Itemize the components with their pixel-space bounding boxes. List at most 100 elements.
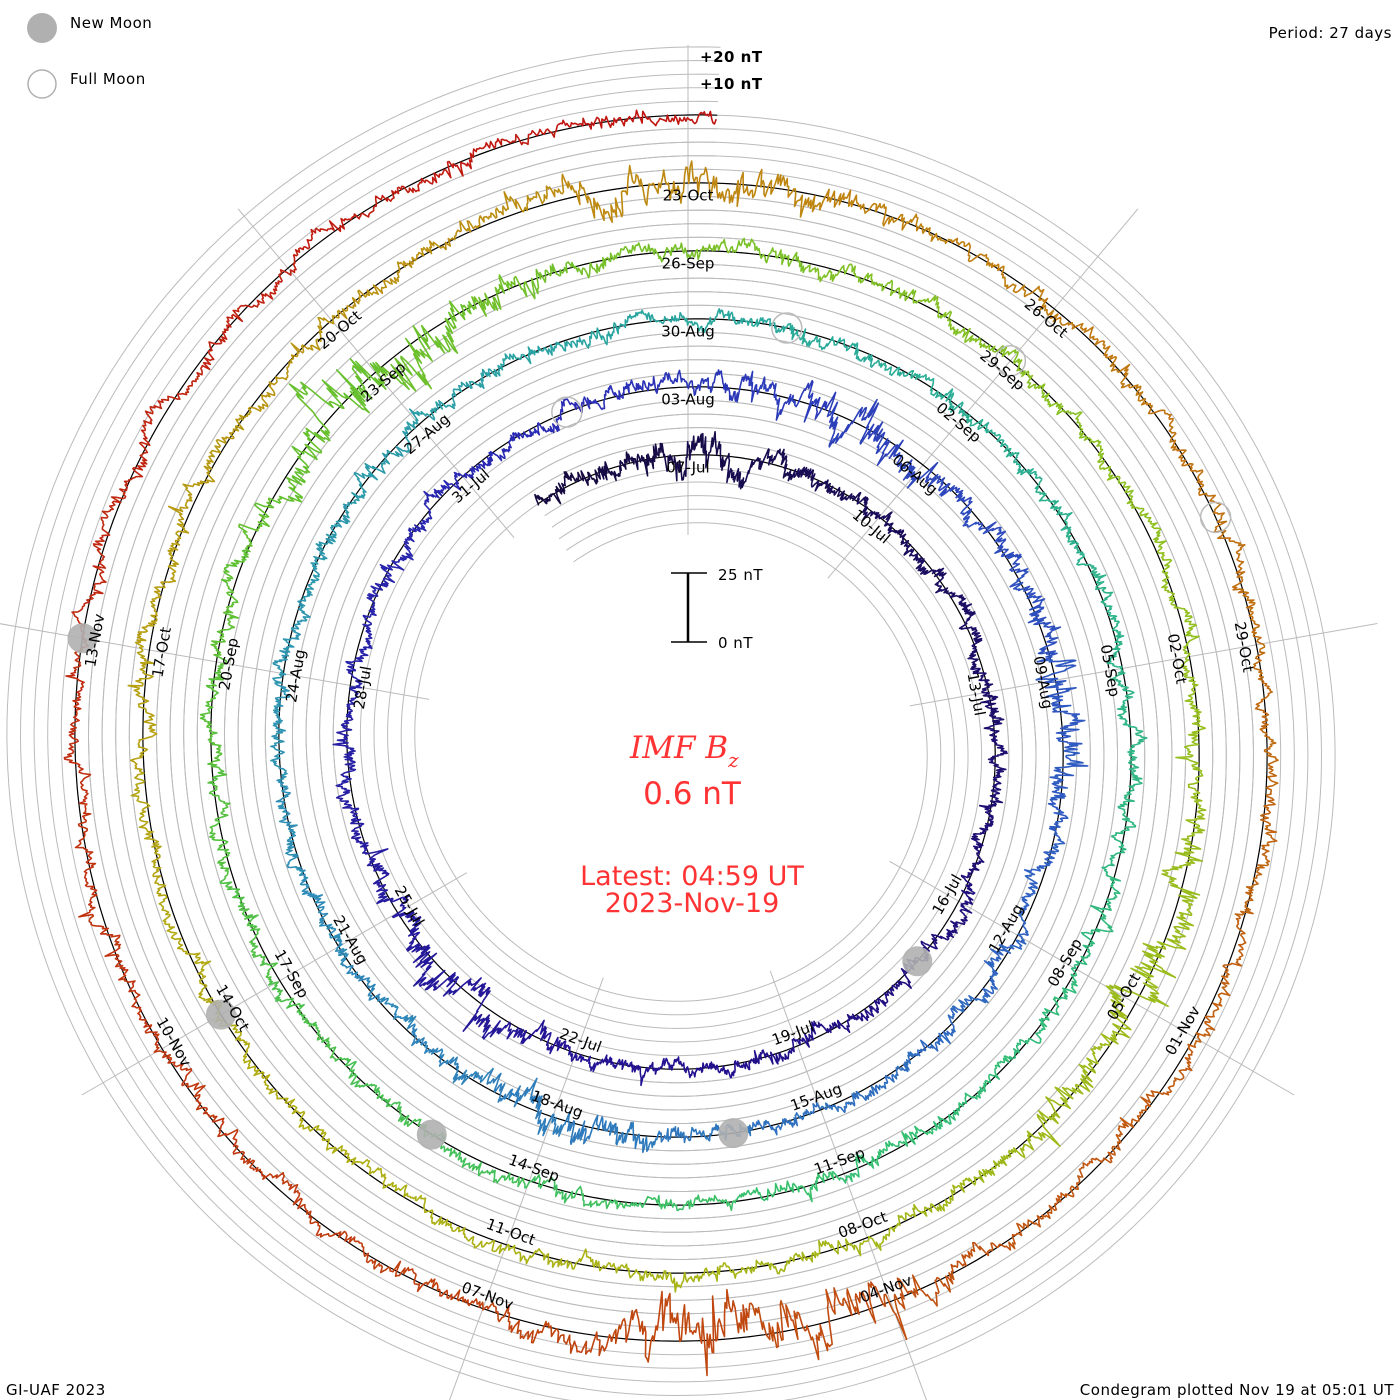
bz-segment [305,503,351,594]
date-label: 21-Aug [329,912,371,967]
bz-segment [199,656,227,768]
bz-segment [628,1194,737,1212]
bz-segment [883,1242,1012,1341]
bz-segment [693,237,807,274]
moon-markers [67,312,1232,1150]
date-label: 08-Oct [836,1208,890,1242]
bz-segment [693,166,825,218]
bz-segment [839,1051,916,1114]
date-label: 28-Jul [350,665,375,711]
bz-segment [1109,668,1148,774]
bz-segment [207,766,231,879]
gridline [47,87,1295,1369]
bz-segment [347,425,412,505]
bz-segment [1193,916,1247,1046]
bz-segment [978,735,1009,808]
bz-segment [238,445,311,549]
bz-segment [726,448,797,490]
full-moon-marker [1199,501,1232,534]
bz-segment [288,358,387,461]
new-moon-marker [67,623,98,654]
gridline [87,127,1255,1329]
bz-segment [1070,872,1121,975]
full-moon-marker [551,396,583,428]
bz-segment [247,315,339,413]
bz-segment [750,1101,841,1136]
bz-segment [509,398,584,442]
bz-segment [63,629,90,775]
latest-time: Latest: 04:59 UT [580,861,804,892]
bz-segment [1035,655,1086,745]
bz-segment [896,454,973,511]
bz-segment [375,300,475,392]
bz-segment [391,1182,500,1253]
full-moon-marker [771,312,803,344]
bz-segment [1016,358,1102,447]
date-label: 07-Jul [666,459,709,477]
bz-segment [498,1243,623,1274]
bz-segment [581,242,695,279]
bz-segment [1054,995,1132,1110]
bz-segment [748,370,837,423]
bz-segment [903,548,964,599]
bz-segment [1009,570,1062,658]
bz-segment [353,1239,478,1307]
scale-bottom-label: 0 nT [718,634,753,652]
bz-segment [1018,831,1066,915]
bz-segment [742,1238,864,1275]
bz-segment [586,309,684,349]
bz-segment [168,411,252,521]
bz-segment [1147,407,1225,524]
gridline [33,73,1309,1383]
bz-segment [420,124,559,185]
bz-segment [681,308,783,334]
bz-segment [291,1106,394,1189]
date-label: 23-Oct [663,187,714,205]
bz-segment [596,442,662,482]
bz-segment [672,1056,751,1079]
offset-label-10: +10 nT [700,75,763,93]
chart-title-subscript: z [727,748,739,772]
offset-label-20: +20 nT [700,48,763,66]
bz-segment [1252,650,1279,787]
bz-segment [1105,899,1194,1008]
radial-spoke [449,977,604,1400]
current-value: 0.6 nT [643,776,742,812]
bz-segment [875,359,965,415]
bz-segment [1111,1043,1197,1156]
bz-segment [88,915,160,1046]
new-moon-legend-icon [27,13,57,43]
bz-segment [71,488,127,630]
bz-segment [595,1054,675,1087]
bz-segment [127,641,158,772]
bz-segment [748,1021,817,1065]
bz-segment [520,1019,597,1073]
bz-segment [336,240,447,320]
new-moon-marker [718,1118,749,1149]
bz-segment [399,488,444,562]
radial-spoke [237,208,515,539]
bz-segment [462,977,528,1040]
bz-segment [119,367,203,492]
bz-segment [659,430,730,482]
bz-segment [965,1096,1062,1186]
bz-segment [210,547,251,658]
bz-segment [74,772,98,918]
bz-segment [932,1055,1014,1131]
bz-segment [335,787,389,865]
bz-segment [410,1023,494,1085]
bz-segment [486,1067,571,1137]
date-label: 02-Oct [1164,632,1191,685]
gridline [60,100,1282,1356]
bz-segment [332,707,357,789]
scale-top-label: 25 nT [718,566,763,584]
bz-segment [130,770,167,897]
period-label: Period: 27 days [1269,24,1392,42]
bz-segment [781,322,876,368]
bz-segment [136,518,190,643]
chart-title: IMF Bz [629,730,739,772]
bz-segment [566,1114,661,1153]
bz-segment [982,912,1029,998]
radial-spoke [769,970,927,1400]
